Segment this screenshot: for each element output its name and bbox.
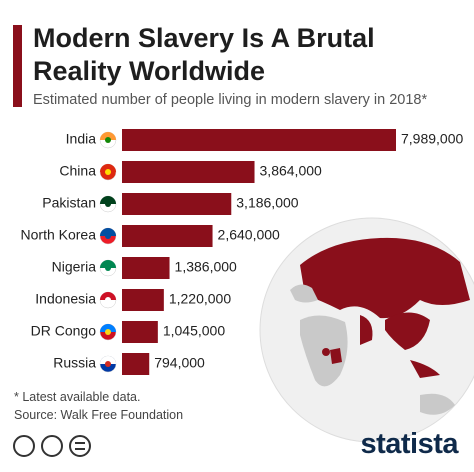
bar	[122, 321, 158, 343]
value-label: 794,000	[154, 355, 205, 371]
flag-icon	[105, 169, 111, 175]
category-label: Nigeria	[52, 259, 97, 275]
flag-icon	[100, 132, 116, 140]
flag-icon	[100, 356, 116, 364]
brand-logo: statista	[360, 428, 458, 460]
category-label: India	[66, 131, 97, 147]
world-map	[259, 217, 474, 443]
flag-icon	[105, 361, 111, 367]
flag-icon	[100, 324, 116, 332]
value-label: 2,640,000	[218, 227, 280, 243]
category-label: Russia	[53, 355, 96, 371]
flag-icon	[105, 329, 111, 335]
category-label: Indonesia	[35, 291, 96, 307]
chart-title: Modern Slavery Is A Brutal Reality World…	[33, 23, 375, 86]
bar	[122, 129, 396, 151]
chart-subtitle: Estimated number of people living in mod…	[33, 92, 428, 108]
note: * Latest available data.	[14, 390, 141, 404]
category-label: China	[59, 163, 96, 179]
title-accent	[13, 25, 22, 107]
bar	[122, 257, 170, 279]
flag-icon	[100, 196, 116, 204]
flag-icon	[100, 260, 116, 268]
category-label: North Korea	[21, 227, 97, 243]
value-label: 1,220,000	[169, 291, 231, 307]
category-label: Pakistan	[42, 195, 96, 211]
cc-icons	[13, 435, 91, 457]
flag-icon	[105, 233, 111, 239]
flag-icon	[100, 228, 116, 236]
flag-icon	[100, 292, 116, 300]
flag-icon	[105, 265, 111, 271]
flag-icon	[105, 137, 111, 143]
bar	[122, 161, 255, 183]
bar	[122, 225, 213, 247]
source: Source: Walk Free Foundation	[14, 408, 184, 422]
flag-icon	[105, 201, 111, 207]
bar	[122, 353, 150, 375]
value-label: 3,864,000	[260, 163, 322, 179]
bar	[122, 289, 164, 311]
value-label: 1,045,000	[163, 323, 225, 339]
flag-icon	[100, 164, 116, 172]
bar	[122, 193, 232, 215]
value-label: 1,386,000	[175, 259, 237, 275]
value-label: 7,989,000	[401, 131, 463, 147]
flag-icon	[105, 297, 111, 303]
category-label: DR Congo	[31, 323, 97, 339]
value-label: 3,186,000	[236, 195, 298, 211]
